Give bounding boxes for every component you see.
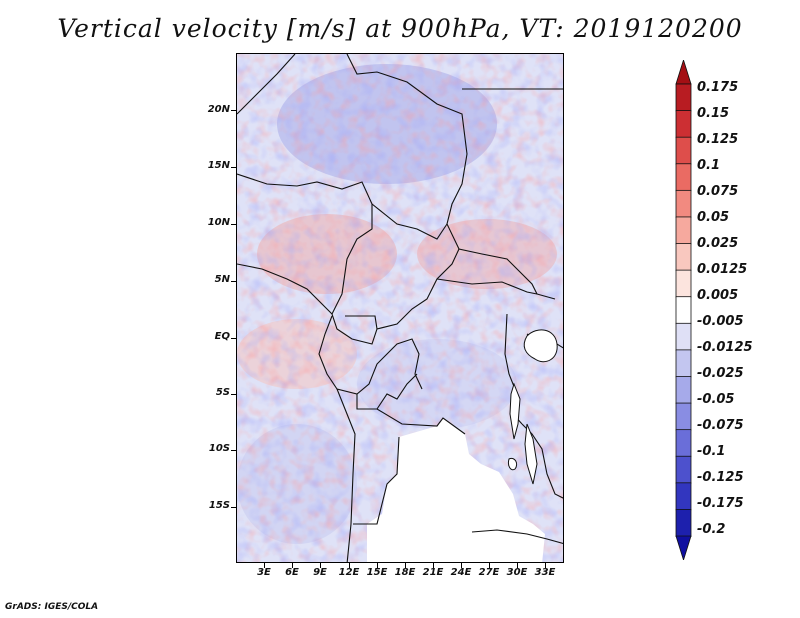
- lon-label: 15E: [366, 567, 388, 578]
- lon-label: 24E: [450, 567, 472, 578]
- lon-tick: [320, 563, 321, 568]
- colorbar-label: -0.2: [697, 522, 726, 537]
- lat-label: 10N: [207, 217, 230, 228]
- lon-tick: [461, 563, 462, 568]
- lon-label: 27E: [478, 567, 500, 578]
- colorbar-swatch: [675, 349, 692, 378]
- colorbar-label: -0.125: [697, 470, 744, 485]
- colorbar-swatch: [675, 296, 692, 325]
- colorbar-label: -0.025: [697, 366, 744, 381]
- lon-tick: [292, 563, 293, 568]
- colorbar-label: -0.0125: [697, 340, 753, 355]
- masked-area: [367, 418, 545, 562]
- lat-tick: [231, 224, 236, 225]
- lat-label: 5S: [215, 387, 230, 398]
- lat-label: 15S: [208, 500, 230, 511]
- colorbar-label: 0.05: [697, 210, 730, 225]
- colorbar-swatch: [675, 429, 692, 458]
- lat-label: 5N: [214, 274, 230, 285]
- colorbar-label: 0.005: [697, 288, 739, 303]
- colorbar-swatch: [675, 216, 692, 245]
- colorbar-label: 0.1: [697, 158, 721, 173]
- colorbar-swatch: [675, 509, 692, 537]
- lon-tick: [377, 563, 378, 568]
- lon-label: 9E: [313, 567, 327, 578]
- colorbar-swatch: [675, 110, 692, 139]
- lon-label: 21E: [422, 567, 444, 578]
- colorbar-label: 0.175: [697, 80, 739, 95]
- colorbar-label: -0.075: [697, 418, 744, 433]
- colorbar-swatch: [675, 269, 692, 298]
- lat-tick: [231, 394, 236, 395]
- colorbar-swatch: [675, 376, 692, 404]
- lat-label: 10S: [208, 443, 230, 454]
- colorbar-swatch: [675, 402, 692, 431]
- colorbar-label: 0.0125: [697, 262, 748, 277]
- colorbar-label: -0.1: [697, 444, 726, 459]
- lat-tick: [231, 507, 236, 508]
- colorbar-label: -0.005: [697, 314, 744, 329]
- lon-label: 6E: [285, 567, 299, 578]
- lat-tick: [231, 110, 236, 111]
- colorbar-label: 0.125: [697, 132, 739, 147]
- lon-label: 12E: [338, 567, 360, 578]
- lat-label: EQ: [214, 331, 230, 342]
- colorbar-swatch: [675, 535, 692, 560]
- colorbar-swatch: [675, 243, 692, 272]
- colorbar-swatch: [675, 60, 692, 85]
- lon-label: 30E: [506, 567, 528, 578]
- lat-tick: [231, 167, 236, 168]
- lon-tick: [489, 563, 490, 568]
- colorbar-label: 0.025: [697, 236, 739, 251]
- colorbar-label: 0.075: [697, 184, 739, 199]
- chart-title: Vertical velocity [m/s] at 900hPa, VT: 2…: [57, 14, 743, 43]
- lat-label: 15N: [207, 160, 230, 171]
- lon-tick: [545, 563, 546, 568]
- lon-tick: [349, 563, 350, 568]
- colorbar-swatch: [675, 322, 692, 351]
- lon-tick: [264, 563, 265, 568]
- lat-tick: [231, 281, 236, 282]
- footer-credit: GrADS: IGES/COLA: [5, 602, 99, 612]
- lon-tick: [405, 563, 406, 568]
- lon-label: 3E: [257, 567, 271, 578]
- colorbar-swatch: [675, 189, 692, 218]
- colorbar-swatches: [675, 60, 692, 560]
- country-borders: [237, 54, 563, 562]
- lon-label: 18E: [394, 567, 416, 578]
- colorbar-swatch: [675, 163, 692, 192]
- colorbar-swatch: [675, 83, 692, 112]
- colorbar: [675, 60, 692, 560]
- colorbar-label: -0.05: [697, 392, 735, 407]
- lat-label: 20N: [207, 104, 230, 115]
- colorbar-swatch: [675, 136, 692, 165]
- colorbar-swatch: [675, 455, 692, 484]
- colorbar-swatch: [675, 482, 692, 511]
- lakes: [508, 329, 558, 485]
- colorbar-label: 0.15: [697, 106, 730, 121]
- lon-label: 33E: [534, 567, 556, 578]
- colorbar-label: -0.175: [697, 496, 744, 511]
- lon-tick: [517, 563, 518, 568]
- vertical-velocity-map: [237, 54, 563, 562]
- lon-tick: [433, 563, 434, 568]
- lat-tick: [231, 338, 236, 339]
- map-panel: [236, 53, 564, 563]
- lat-tick: [231, 450, 236, 451]
